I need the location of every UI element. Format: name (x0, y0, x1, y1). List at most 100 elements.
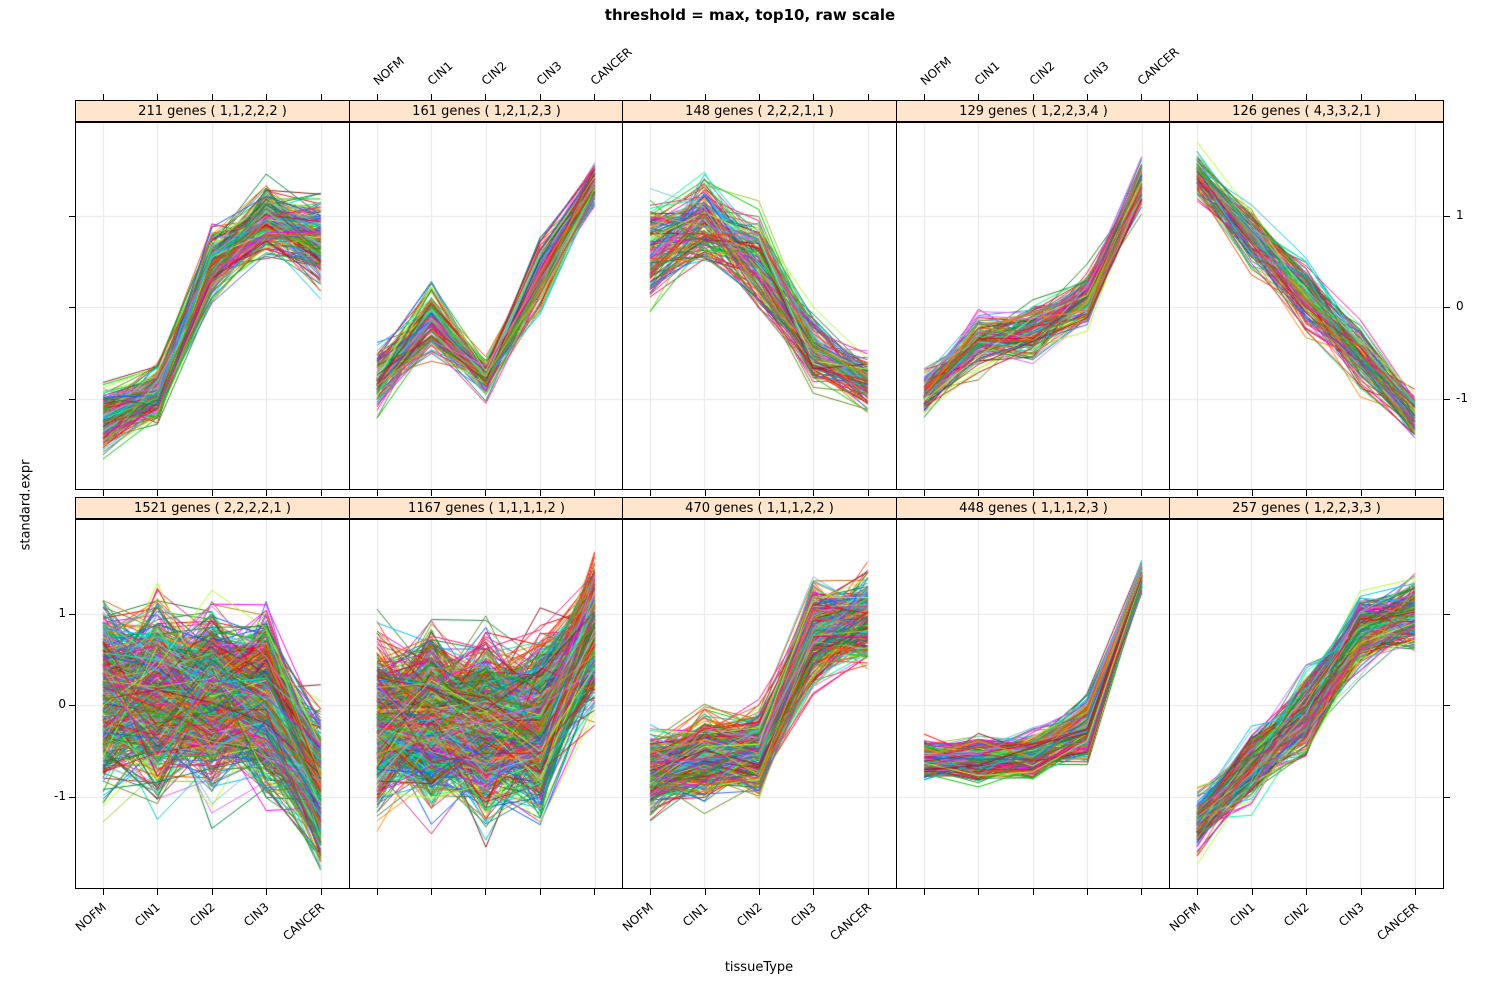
x-tick (103, 889, 104, 895)
x-tick (103, 490, 104, 496)
x-tick (1415, 490, 1416, 496)
y-tick (69, 307, 75, 308)
x-tick-label: CIN1 (1227, 900, 1259, 930)
x-tick (1087, 490, 1088, 496)
x-tick (759, 94, 760, 100)
x-tick-label: NOFM (1167, 900, 1204, 934)
y-tick (69, 399, 75, 400)
x-tick (485, 490, 486, 496)
panel-plot-area (622, 122, 897, 490)
x-tick (813, 94, 814, 100)
x-tick-label: CIN3 (241, 900, 273, 930)
x-tick (650, 490, 651, 496)
panel-strip-label: 161 genes ( 1,2,1,2,3 ) (412, 103, 561, 119)
panel-strip: 211 genes ( 1,1,2,2,2 ) (75, 100, 350, 122)
x-tick (978, 94, 979, 100)
panel-canvas (623, 520, 896, 888)
x-tick-label: CANCER (1374, 900, 1422, 944)
x-tick (1252, 94, 1253, 100)
panel-strip-label: 211 genes ( 1,1,2,2,2 ) (138, 103, 287, 119)
panel-canvas (623, 123, 896, 489)
x-tick (431, 94, 432, 100)
panel-plot-area (75, 122, 350, 490)
panel-strip-label: 448 genes ( 1,1,1,2,3 ) (959, 500, 1108, 516)
y-axis-title: standard.expr (18, 459, 34, 551)
x-tick (377, 490, 378, 496)
panel-strip: 470 genes ( 1,1,1,2,2 ) (622, 497, 897, 519)
x-tick (103, 94, 104, 100)
x-tick-label: CIN3 (1080, 58, 1112, 88)
x-tick (594, 490, 595, 496)
x-tick (1306, 94, 1307, 100)
x-tick-label: CIN2 (478, 58, 510, 88)
y-tick-label: -1 (54, 789, 66, 803)
y-tick-label: 0 (58, 697, 66, 711)
x-tick (485, 889, 486, 895)
x-tick (1197, 94, 1198, 100)
x-tick (650, 889, 651, 895)
x-tick-label: CIN2 (1281, 900, 1313, 930)
y-tick (69, 797, 75, 798)
panel-plot-area (896, 519, 1171, 889)
x-tick (705, 490, 706, 496)
x-tick-label: CIN1 (424, 58, 456, 88)
y-tick (1444, 797, 1450, 798)
panel-plot-area (896, 122, 1171, 490)
x-tick (266, 889, 267, 895)
x-tick (1361, 490, 1362, 496)
x-tick (157, 94, 158, 100)
x-tick (1033, 490, 1034, 496)
y-tick (1444, 307, 1450, 308)
x-tick (540, 490, 541, 496)
panel-canvas (1170, 520, 1443, 888)
x-tick (485, 94, 486, 100)
x-axis-title: tissueType (724, 960, 794, 975)
panel-canvas (350, 123, 623, 489)
panel-strip: 1521 genes ( 2,2,2,2,1 ) (75, 497, 350, 519)
x-tick-label: CANCER (827, 900, 875, 944)
panel-canvas (897, 123, 1170, 489)
panel-canvas (897, 520, 1170, 888)
y-tick (69, 614, 75, 615)
x-tick-label: CIN2 (187, 900, 219, 930)
x-tick (1361, 889, 1362, 895)
x-tick (266, 490, 267, 496)
x-tick (705, 889, 706, 895)
x-tick (157, 889, 158, 895)
x-tick (212, 94, 213, 100)
x-tick (1415, 94, 1416, 100)
x-tick (540, 94, 541, 100)
panel-plot-area (622, 519, 897, 889)
x-tick (813, 490, 814, 496)
x-tick-label: NOFM (917, 54, 954, 88)
x-tick (431, 490, 432, 496)
x-tick (978, 889, 979, 895)
x-tick (868, 490, 869, 496)
x-tick (924, 889, 925, 895)
panel-canvas (76, 520, 349, 888)
x-tick-label: NOFM (370, 54, 407, 88)
x-tick-label: CIN2 (1026, 58, 1058, 88)
x-tick (1033, 94, 1034, 100)
x-tick (978, 490, 979, 496)
x-tick-label: CIN3 (1336, 900, 1368, 930)
y-tick (1444, 216, 1450, 217)
x-tick (868, 94, 869, 100)
x-tick (1306, 490, 1307, 496)
x-tick-label: CANCER (280, 900, 328, 944)
x-tick (212, 490, 213, 496)
y-tick (69, 705, 75, 706)
x-tick-label: CANCER (1134, 44, 1182, 88)
x-tick (1252, 889, 1253, 895)
y-tick-label: 0 (1456, 299, 1464, 313)
x-tick-label: CIN3 (533, 58, 565, 88)
x-tick-label: CIN1 (132, 900, 164, 930)
y-tick (1444, 614, 1450, 615)
panel-strip: 129 genes ( 1,2,2,3,4 ) (896, 100, 1171, 122)
x-tick (1141, 94, 1142, 100)
panel-strip: 1167 genes ( 1,1,1,1,2 ) (349, 497, 624, 519)
y-tick-label: 1 (58, 606, 66, 620)
panel-strip-label: 1521 genes ( 2,2,2,2,1 ) (134, 500, 291, 516)
x-tick (1087, 889, 1088, 895)
panel-strip-label: 129 genes ( 1,2,2,3,4 ) (959, 103, 1108, 119)
